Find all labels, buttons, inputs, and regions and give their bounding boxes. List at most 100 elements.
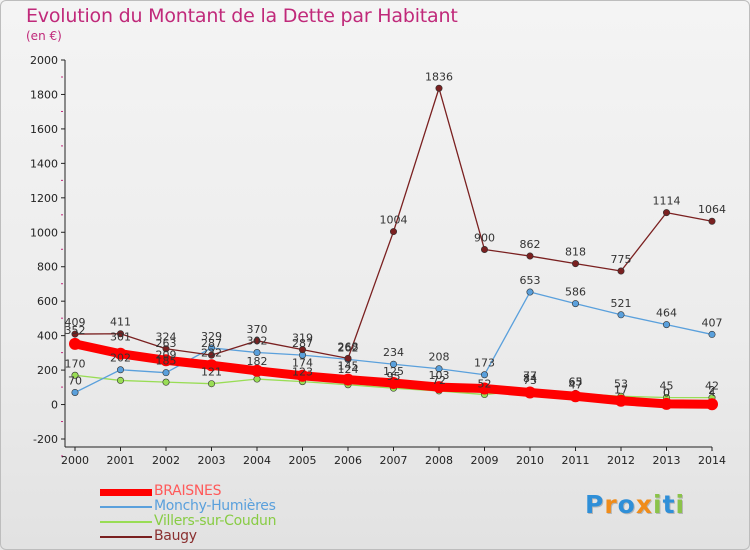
data-point [296, 369, 309, 382]
data-point [342, 373, 354, 386]
data-point [162, 345, 170, 353]
x-tick-label: 2013 [653, 454, 681, 467]
data-label: 411 [110, 316, 131, 329]
y-tick-label: -200 [33, 433, 58, 446]
data-label: 268 [338, 340, 359, 353]
data-point [208, 351, 216, 359]
data-label: 521 [611, 297, 632, 310]
data-label: 209 [156, 349, 177, 362]
data-point [117, 366, 125, 374]
y-tick-label: 600 [37, 295, 58, 308]
data-label: 145 [338, 360, 359, 373]
data-label: 208 [429, 351, 450, 364]
data-label: 42 [705, 380, 719, 393]
y-tick-label: 400 [37, 330, 58, 343]
unit-label: (en €) [26, 29, 62, 43]
legend-label-villers: Villers-sur-Coudun [154, 513, 277, 529]
y-tick-label: 0 [51, 399, 58, 412]
data-point [478, 382, 491, 395]
data-point [162, 378, 170, 386]
y-tick-label: 800 [37, 261, 58, 274]
x-tick-label: 2008 [425, 454, 453, 467]
data-point [435, 84, 443, 92]
data-label: 263 [156, 337, 177, 350]
data-point [298, 346, 306, 354]
data-point [208, 344, 216, 352]
x-tick-label: 2003 [198, 454, 226, 467]
proxiti-logo: Proxiti [585, 490, 686, 519]
y-tick-label: 1000 [30, 226, 58, 239]
data-label: 72 [432, 374, 446, 387]
data-label: 103 [429, 369, 450, 382]
x-tick-label: 2000 [61, 454, 89, 467]
x-tick-label: 2004 [243, 454, 271, 467]
data-label: 329 [201, 330, 222, 343]
data-point [706, 398, 718, 411]
data-label: 324 [156, 331, 177, 344]
data-label: 653 [520, 274, 541, 287]
data-label: 287 [201, 337, 222, 350]
data-point [571, 300, 579, 308]
data-label: 1114 [653, 195, 681, 208]
data-point [480, 246, 488, 254]
data-point [117, 376, 125, 384]
x-tick-label: 2005 [289, 454, 317, 467]
legend-label-braisnes: BRAISNES [154, 483, 222, 499]
data-label: 262 [338, 341, 359, 354]
x-tick-label: 2001 [107, 454, 135, 467]
data-point [433, 381, 445, 394]
data-label: 17 [614, 384, 628, 397]
data-point [389, 360, 397, 368]
y-tick-label: 1200 [30, 192, 58, 205]
data-label: 123 [292, 365, 313, 378]
data-label: 900 [474, 232, 495, 245]
data-label: 52 [478, 378, 492, 391]
data-point [569, 390, 582, 403]
data-label: 1836 [425, 70, 453, 83]
data-label: 173 [474, 357, 495, 370]
data-label: 125 [383, 365, 404, 378]
data-label: 170 [65, 357, 86, 370]
data-point [114, 347, 127, 360]
legend-label-monchy: Monchy-Humières [154, 498, 276, 514]
data-label: 818 [565, 246, 586, 259]
data-label: 464 [656, 307, 677, 320]
x-tick-label: 2002 [152, 454, 180, 467]
data-point [162, 369, 170, 377]
chart-title: Evolution du Montant de la Dette par Hab… [26, 5, 458, 27]
data-label: 4 [709, 386, 716, 399]
data-label: 319 [292, 332, 313, 345]
data-label: 234 [383, 346, 404, 359]
data-label: 0 [663, 387, 670, 400]
data-point [71, 330, 79, 338]
y-tick-label: 1800 [30, 88, 58, 101]
data-label: 352 [65, 324, 86, 337]
data-point [251, 364, 263, 377]
data-point [389, 228, 397, 236]
data-label: 586 [565, 286, 586, 299]
data-label: 1064 [698, 203, 726, 216]
data-point [253, 349, 261, 357]
data-label: 409 [65, 316, 86, 329]
data-point [435, 365, 443, 373]
data-point [662, 321, 670, 329]
data-point [69, 337, 81, 350]
data-point [480, 371, 488, 379]
data-label: 407 [702, 316, 723, 329]
x-tick-label: 2014 [698, 454, 726, 467]
x-tick-label: 2009 [471, 454, 499, 467]
data-label: 862 [520, 238, 541, 251]
data-point [615, 394, 627, 407]
data-point [160, 354, 172, 367]
data-label: 287 [292, 337, 313, 350]
data-point [662, 209, 670, 217]
data-point [253, 375, 261, 383]
data-label: 202 [110, 352, 131, 365]
data-label: 775 [611, 253, 632, 266]
legend-swatch-villers [100, 521, 152, 523]
data-label: 302 [247, 335, 268, 348]
data-point [253, 337, 261, 345]
data-point [71, 388, 79, 396]
